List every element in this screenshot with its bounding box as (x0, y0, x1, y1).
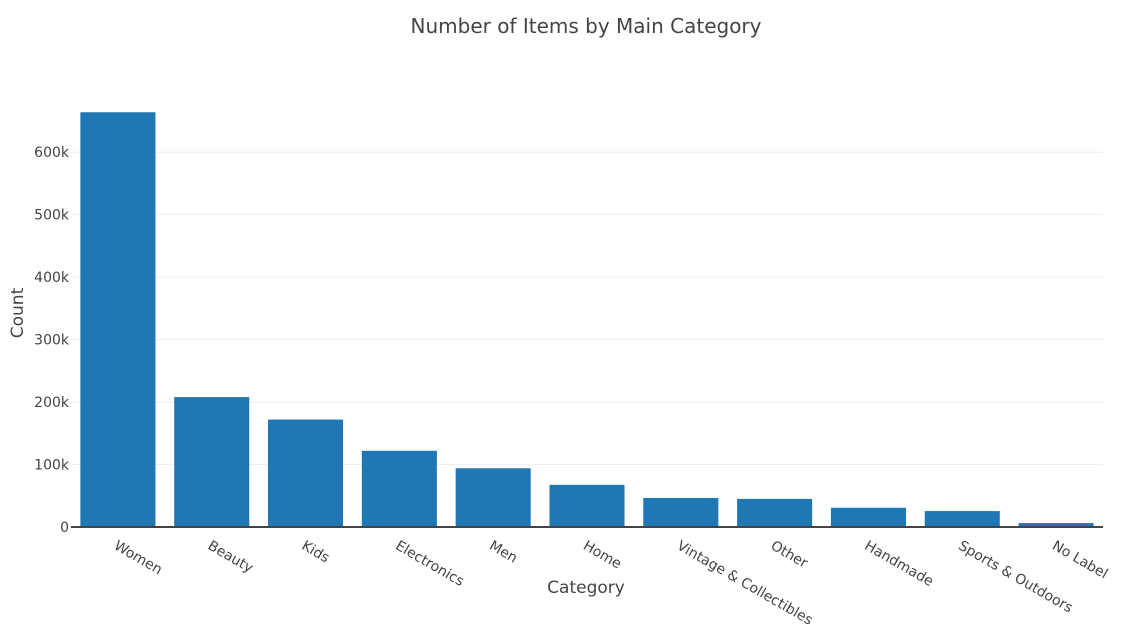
bar (80, 112, 156, 528)
x-tick-label: Men (486, 538, 520, 567)
bar (1018, 523, 1094, 527)
y-axis-title: Count (8, 287, 28, 338)
x-tick-label: Electronics (393, 538, 467, 590)
x-tick-label: No Label (1049, 538, 1110, 582)
bar (737, 498, 813, 527)
x-tick-label: Kids (299, 538, 332, 566)
bar (924, 511, 1000, 527)
y-tick-label: 100k (34, 458, 70, 474)
x-tick-label: Beauty (205, 538, 256, 577)
x-tick-label: Women (111, 538, 165, 578)
bar (174, 397, 250, 527)
chart-title: Number of Items by Main Category (411, 14, 762, 38)
y-tick-label: 500k (34, 208, 70, 224)
y-tick-label: 600k (34, 145, 70, 161)
y-tick-label: 300k (34, 333, 70, 349)
y-axis-ticks: 0 100k 200k 300k 400k 500k 600k (34, 145, 70, 536)
x-tick-label: Other (768, 538, 811, 572)
x-tick-label: Home (580, 538, 624, 573)
y-tick-label: 400k (34, 270, 70, 286)
x-axis-title: Category (547, 578, 625, 598)
bar (455, 468, 531, 527)
y-tick-label: 0 (60, 520, 69, 536)
bar (361, 450, 437, 527)
bar (549, 484, 625, 527)
x-tick-label: Handmade (862, 538, 936, 590)
bar (830, 507, 906, 527)
bar (268, 419, 344, 527)
y-tick-label: 200k (34, 395, 70, 411)
bars (80, 112, 1094, 528)
bar (643, 497, 719, 527)
